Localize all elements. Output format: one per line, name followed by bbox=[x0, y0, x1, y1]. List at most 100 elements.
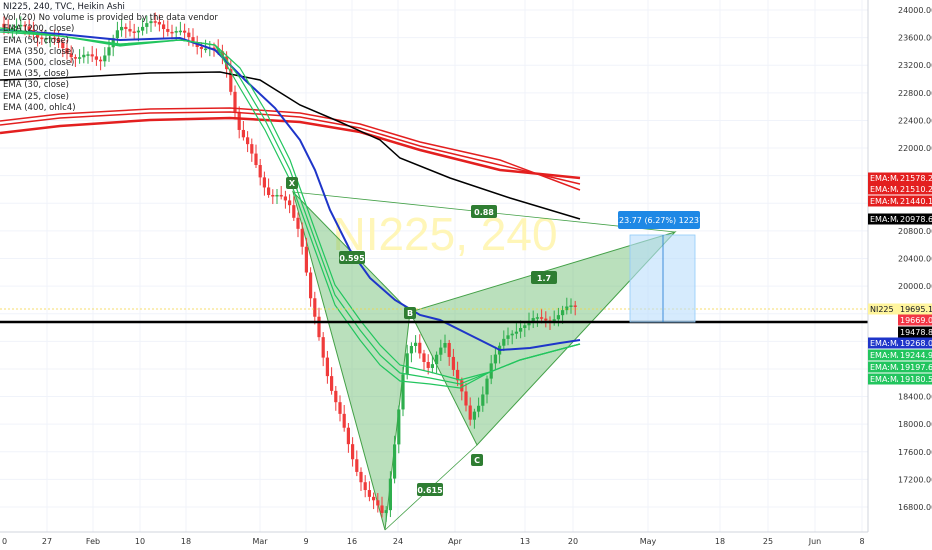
candle-body bbox=[330, 376, 334, 391]
point-label: B bbox=[407, 309, 413, 318]
price-tag-value: 21440.10 bbox=[900, 197, 932, 206]
price-tag-label: EMA:MA bbox=[870, 363, 903, 372]
price-tag-value-box bbox=[898, 213, 932, 225]
x-tick-label: 13 bbox=[520, 537, 530, 546]
candle-body bbox=[73, 57, 77, 59]
candle-body bbox=[44, 38, 48, 40]
price-tag-value: 19180.55 bbox=[900, 375, 932, 384]
x-tick-label: 16 bbox=[347, 537, 357, 546]
candle-body bbox=[367, 490, 371, 497]
candle-body bbox=[157, 21, 161, 25]
price-tag-label-box bbox=[868, 349, 898, 361]
candle-body bbox=[52, 37, 56, 40]
x-tick-label: 18 bbox=[181, 537, 191, 546]
candle-body bbox=[141, 26, 145, 31]
candle-body bbox=[174, 31, 178, 33]
price-tag-value-box bbox=[898, 172, 932, 184]
price-tag-value: 21578.21 bbox=[900, 174, 932, 183]
ratio-label-box bbox=[417, 483, 443, 496]
candle-body bbox=[556, 315, 560, 320]
candle-body bbox=[380, 505, 384, 513]
candle-body bbox=[107, 47, 111, 56]
candle-body bbox=[187, 32, 191, 38]
candle-body bbox=[485, 378, 489, 395]
ratio-label-box bbox=[531, 271, 557, 284]
candle-body bbox=[145, 23, 149, 27]
candle-body bbox=[418, 342, 422, 354]
point-label-box bbox=[286, 177, 298, 189]
legend-line: EMA (25, close) bbox=[3, 91, 69, 102]
candle-body bbox=[65, 48, 69, 54]
ratio-label-box bbox=[339, 251, 365, 264]
price-tag-label: EMA:MA bbox=[870, 351, 903, 360]
candle-body bbox=[401, 374, 405, 410]
candles bbox=[2, 12, 577, 522]
candle-body bbox=[506, 335, 510, 339]
candle-body bbox=[61, 42, 65, 49]
price-tag-value: 19478.85 bbox=[900, 328, 932, 337]
drawings[interactable]: 1223.77 (6.27%) 122377 X B C 0.88 0.595 1.7 0.6… bbox=[286, 177, 709, 496]
legend-line: Vol (20) No volume is provided by the da… bbox=[3, 13, 218, 24]
price-tag-value-box bbox=[898, 195, 932, 207]
candle-body bbox=[204, 48, 208, 51]
candle-body bbox=[523, 325, 527, 329]
candle-body bbox=[573, 305, 577, 307]
candle-body bbox=[325, 357, 329, 377]
candle-body bbox=[212, 47, 216, 50]
candle-body bbox=[149, 21, 153, 24]
price-tag-value-box bbox=[898, 337, 932, 349]
legend-line: EMA (50, close) bbox=[3, 35, 69, 46]
candle-body bbox=[162, 24, 166, 30]
candle-body bbox=[166, 29, 170, 32]
candle-body bbox=[317, 316, 321, 338]
candle-body bbox=[178, 30, 182, 33]
candle-body bbox=[456, 369, 460, 381]
candle-body bbox=[103, 55, 107, 62]
candle-body bbox=[199, 46, 203, 49]
candle-body bbox=[78, 57, 82, 59]
candle-body bbox=[271, 195, 275, 197]
candle-body bbox=[342, 413, 346, 428]
candle-body bbox=[338, 402, 342, 414]
price-tag-value: 19197.61 bbox=[900, 363, 932, 372]
price-tag-value-box bbox=[898, 373, 932, 385]
candle-body bbox=[363, 482, 367, 491]
watermark-text: NI225, 240 bbox=[332, 208, 557, 260]
price-tag-value: 19268.03 bbox=[900, 339, 932, 348]
candle-body bbox=[57, 38, 61, 43]
ema-50-line bbox=[0, 29, 581, 352]
candle-body bbox=[355, 459, 359, 472]
candle-body bbox=[540, 317, 544, 319]
ratio-label: 0.88 bbox=[474, 208, 494, 217]
price-tag-value: 21510.25 bbox=[900, 185, 932, 194]
candle-body bbox=[69, 53, 73, 58]
y-tick-label: 23200.00 bbox=[898, 61, 932, 70]
x-tick-label: Feb bbox=[86, 537, 100, 546]
ema-lines bbox=[0, 27, 868, 389]
candle-body bbox=[346, 427, 350, 445]
watermark: NI225, 240 bbox=[332, 208, 557, 260]
candle-body bbox=[443, 342, 447, 348]
candle-body bbox=[372, 496, 376, 501]
candle-body bbox=[426, 361, 430, 368]
candle-body bbox=[132, 31, 136, 33]
candle-body bbox=[183, 30, 187, 33]
y-tick-label: 18400.00 bbox=[898, 393, 932, 402]
candle-body bbox=[405, 353, 409, 375]
candle-body bbox=[170, 31, 174, 34]
ema-500-line bbox=[0, 116, 581, 180]
point-label-box bbox=[471, 454, 483, 466]
price-tag-label-box bbox=[868, 303, 898, 315]
price-tag-label-box bbox=[868, 337, 898, 349]
x-tick-label: May bbox=[640, 537, 657, 546]
candle-body bbox=[510, 333, 514, 336]
candle-body bbox=[275, 194, 279, 197]
candle-body bbox=[2, 23, 6, 28]
price-tag-label-box bbox=[868, 213, 898, 225]
candle-body bbox=[136, 30, 140, 33]
candle-body bbox=[384, 510, 388, 513]
price-tag-value-box bbox=[898, 361, 932, 373]
candle-body bbox=[229, 69, 233, 92]
candle-body bbox=[19, 24, 23, 27]
